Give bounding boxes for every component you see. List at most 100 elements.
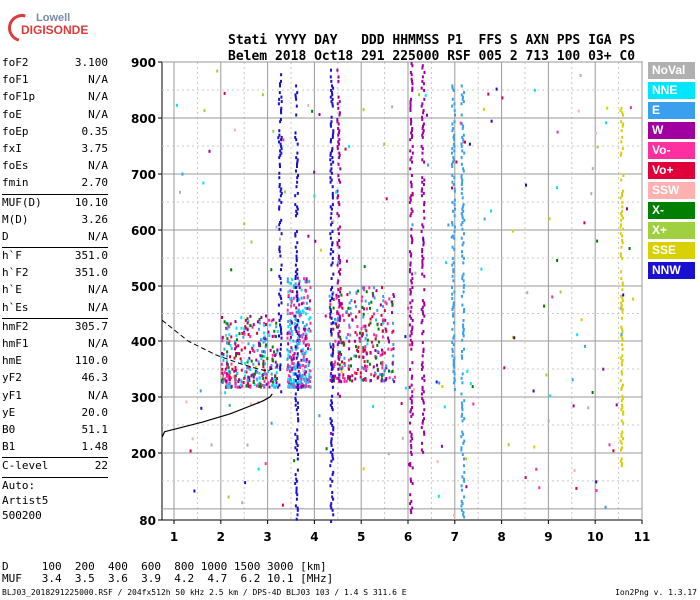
echo-column-point — [453, 176, 456, 180]
echo-column-point — [295, 486, 298, 490]
echo-column-point — [452, 261, 455, 265]
echo-point — [302, 321, 304, 324]
echo-point — [338, 305, 340, 309]
echo-point-sparse — [487, 92, 490, 96]
echo-column-point — [462, 332, 465, 336]
echo-column-point — [279, 153, 282, 157]
echo-point — [267, 330, 270, 334]
echo-column-point — [411, 79, 413, 83]
echo-point — [291, 290, 294, 294]
echo-column-point — [332, 250, 335, 254]
echo-column-point — [620, 294, 623, 298]
echo-point-sparse — [362, 108, 365, 112]
echo-column-point — [621, 430, 624, 434]
echo-column-point — [411, 482, 414, 485]
param-row: h`F2 351.0 — [2, 266, 108, 283]
echo-point-sparse — [602, 367, 605, 371]
echo-point — [381, 363, 384, 367]
echo-column-point — [461, 135, 464, 139]
x-tick-label: 9 — [544, 530, 552, 544]
echo-point — [286, 303, 289, 307]
echo-point-sparse — [181, 172, 184, 176]
echo-column-point — [619, 232, 622, 236]
echo-column-point — [463, 495, 466, 499]
echo-point — [261, 383, 264, 387]
echo-column-point — [294, 504, 297, 508]
echo-column-point — [619, 356, 622, 360]
echo-point — [339, 341, 342, 344]
echo-point-sparse — [302, 368, 305, 372]
echo-point-sparse — [471, 385, 474, 389]
echo-point — [347, 375, 350, 378]
echo-point-sparse — [293, 459, 296, 463]
distance-value: 600 — [141, 560, 161, 573]
echo-point-sparse — [270, 421, 273, 425]
echo-point — [292, 339, 295, 343]
echo-point-sparse — [337, 260, 340, 264]
echo-column-point — [621, 372, 623, 376]
echo-column-point — [454, 113, 456, 117]
echo-point — [246, 317, 249, 321]
echo-point-sparse — [279, 237, 281, 241]
echo-point — [296, 343, 299, 347]
echo-point-sparse — [277, 136, 280, 140]
echo-column-point — [330, 100, 333, 104]
echo-point — [276, 348, 279, 352]
header-label: S — [509, 33, 518, 48]
echo-point — [296, 276, 299, 280]
echo-point — [304, 379, 307, 383]
echo-column-point — [338, 379, 341, 383]
echo-column-point — [462, 511, 465, 515]
echo-point — [302, 354, 305, 358]
param-row: foE N/A — [2, 108, 108, 125]
echo-column-point — [411, 361, 414, 365]
echo-column-point — [411, 466, 414, 470]
echo-point-sparse — [468, 142, 471, 146]
echo-point — [291, 278, 294, 282]
echo-point — [221, 352, 223, 355]
param-name: fmin — [2, 176, 29, 190]
echo-column-point — [331, 185, 334, 189]
echo-column-point — [336, 263, 339, 267]
echo-point — [347, 306, 350, 310]
echo-point — [340, 380, 343, 384]
echo-point — [291, 362, 294, 365]
echo-column-point — [461, 250, 463, 254]
echo-column-point — [295, 356, 298, 360]
echo-point — [303, 325, 306, 328]
echo-point — [344, 363, 346, 367]
param-row: C-level 22 — [2, 459, 108, 476]
echo-point — [353, 354, 356, 358]
echo-point — [391, 303, 394, 306]
echo-point — [343, 318, 346, 322]
echo-column-point — [409, 138, 412, 142]
legend-item: SSW — [648, 182, 695, 199]
echo-column-point — [453, 109, 456, 112]
echo-column-point — [619, 153, 622, 157]
echo-point-sparse — [281, 503, 284, 507]
echo-column-point — [411, 88, 414, 92]
param-row: foEp 0.35 — [2, 125, 108, 142]
y-tick-label: 400 — [131, 335, 156, 349]
echo-column-point — [451, 256, 454, 260]
echo-point — [270, 366, 273, 370]
echo-point — [228, 382, 231, 386]
echo-column-point — [620, 325, 623, 329]
echo-point — [309, 299, 311, 303]
echo-column-point — [338, 270, 340, 274]
echo-column-point — [295, 479, 298, 483]
echo-column-point — [421, 397, 424, 400]
echo-point-sparse — [464, 140, 466, 144]
echo-column-point — [331, 432, 334, 436]
echo-column-point — [296, 158, 299, 162]
echo-point — [348, 291, 351, 295]
echo-point — [290, 346, 293, 350]
echo-column-point — [452, 158, 455, 162]
echo-column-point — [280, 332, 283, 336]
echo-point — [244, 346, 246, 350]
echo-point — [258, 376, 261, 380]
echo-point — [348, 367, 350, 371]
echo-point — [290, 385, 292, 389]
echo-point — [388, 376, 391, 380]
echo-point — [229, 344, 232, 347]
